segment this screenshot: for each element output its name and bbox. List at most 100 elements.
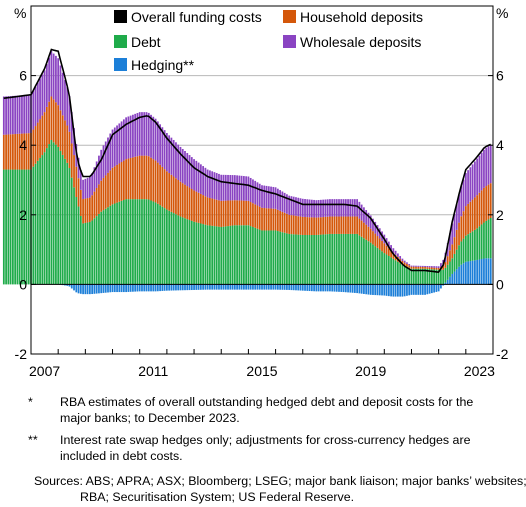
bar-hedging	[150, 284, 152, 292]
bar-household	[43, 112, 46, 153]
bar-wholesale	[487, 146, 490, 185]
bar-hedging	[451, 273, 454, 285]
bar-hedging	[229, 284, 232, 290]
bar-wholesale	[247, 176, 250, 201]
bar-household	[376, 236, 379, 248]
bar-debt	[175, 214, 177, 285]
bar-hedging	[231, 284, 234, 290]
bar-hedging	[437, 284, 440, 292]
bar-wholesale	[127, 116, 130, 159]
bar-wholesale	[154, 118, 157, 161]
bar-household	[437, 268, 440, 270]
bar-household	[109, 170, 112, 206]
bar-debt	[73, 187, 75, 285]
bar-debt	[25, 169, 28, 285]
bar-household	[7, 134, 10, 170]
bar-hedging	[161, 284, 164, 291]
bar-wholesale	[258, 183, 261, 207]
bar-household	[18, 133, 21, 170]
bar-hedging	[297, 284, 300, 291]
bar-debt	[446, 264, 449, 280]
bar-household	[249, 202, 252, 227]
bar-hedging	[372, 284, 374, 295]
bar-debt	[195, 222, 198, 285]
bar-debt	[163, 208, 166, 285]
bar-debt	[297, 234, 300, 285]
bar-wholesale	[184, 151, 186, 185]
bar-hedging	[387, 284, 390, 297]
bar-household	[469, 201, 472, 233]
x-axis-ticks: 2007 2011 2015 2019 2023	[29, 349, 495, 379]
bar-debt	[93, 218, 96, 285]
bar-debt	[267, 230, 270, 285]
bar-hedging	[145, 284, 148, 292]
bar-household	[478, 192, 481, 227]
bar-hedging	[467, 261, 469, 285]
bar-debt	[181, 217, 184, 285]
bar-household	[349, 216, 352, 234]
bar-debt	[34, 163, 37, 285]
bar-household	[64, 120, 66, 159]
bar-debt	[412, 268, 415, 285]
bar-wholesale	[150, 114, 152, 158]
bar-wholesale	[433, 266, 436, 268]
bar-hedging	[91, 284, 94, 295]
bar-debt	[333, 233, 336, 285]
bar-debt	[134, 199, 137, 285]
bar-household	[172, 176, 175, 214]
bar-wholesale	[276, 188, 279, 210]
bar-wholesale	[202, 166, 205, 196]
bar-debt	[61, 154, 64, 285]
bar-hedging	[392, 284, 395, 297]
bar-hedging	[458, 266, 460, 285]
bar-debt	[2, 169, 5, 285]
bar-hedging	[213, 284, 216, 290]
y-tick-label-right: 4	[496, 137, 504, 153]
bar-wholesale	[199, 164, 202, 194]
bar-wholesale	[14, 95, 17, 135]
bar-wholesale	[281, 191, 284, 212]
bar-wholesale	[451, 223, 454, 245]
bar-hedging	[66, 284, 69, 286]
bar-household	[59, 110, 62, 151]
footnote-2-text: Interest rate swap hedges only; adjustme…	[60, 433, 471, 463]
bar-hedging	[186, 284, 189, 291]
bar-debt	[319, 234, 322, 285]
bar-wholesale	[424, 265, 426, 267]
bar-hedging	[113, 284, 116, 293]
bar-hedging	[218, 284, 220, 290]
bar-household	[122, 160, 125, 201]
funding-costs-chart: -2 -2 0 0 2 2 4 4 6 6 2007 2011 2015 2019 2023 % % Ov…	[2, 5, 509, 379]
bar-wholesale	[396, 253, 399, 257]
bar-debt	[276, 231, 279, 285]
bar-household	[326, 216, 329, 235]
bar-hedging	[129, 284, 132, 292]
bar-hedging	[401, 284, 404, 297]
bar-debt	[23, 169, 26, 285]
bar-household	[168, 173, 171, 211]
legend: Overall funding costs Household deposits…	[114, 9, 423, 73]
bar-debt	[104, 208, 107, 285]
bar-hedging	[356, 284, 359, 294]
bar-hedging	[88, 284, 91, 295]
bar-debt	[340, 233, 343, 285]
bar-household	[145, 155, 148, 200]
bar-hedging	[396, 284, 399, 297]
bar-household	[120, 162, 123, 201]
bar-wholesale	[111, 129, 114, 168]
bar-hedging	[147, 284, 150, 292]
bar-debt	[152, 201, 155, 285]
bar-debt	[279, 231, 282, 285]
bar-wholesale	[172, 139, 175, 177]
bar-debt	[84, 222, 87, 285]
bar-wholesale	[324, 199, 327, 217]
bar-wholesale	[335, 199, 338, 217]
bar-wholesale	[306, 199, 309, 218]
bar-hedging	[365, 284, 368, 295]
bar-wholesale	[215, 173, 218, 200]
y-axis-ticks: -2 -2 0 0 2 2 4 4 6 6	[15, 68, 509, 362]
bar-household	[424, 267, 426, 269]
bar-household	[417, 266, 420, 269]
bar-wholesale	[86, 177, 89, 199]
bar-hedging	[480, 258, 483, 285]
